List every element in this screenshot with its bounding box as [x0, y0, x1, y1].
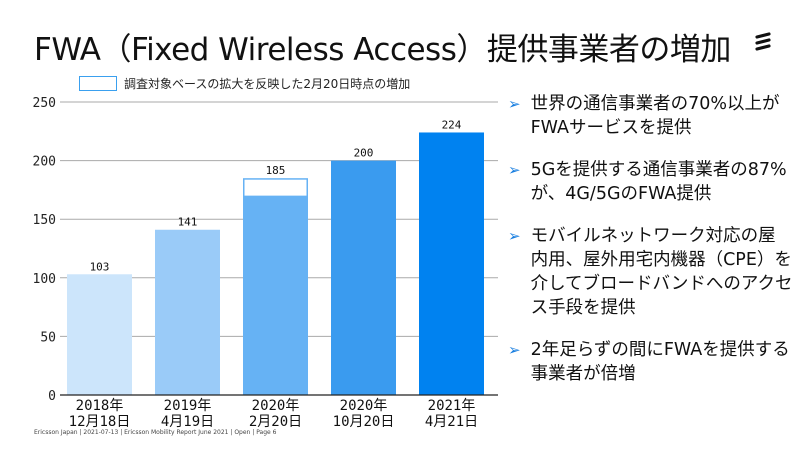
- x-tick-label: 2月20日: [249, 414, 302, 430]
- bullet-text: 5Gを提供する通信事業者の87%が、4G/5GのFWA提供: [530, 160, 787, 204]
- arrow-bullet-icon: ➢: [508, 95, 521, 113]
- chart-legend: 調査対象ベースの拡大を反映した2月20日時点の増加: [79, 75, 410, 92]
- bullet-text: モバイルネットワーク対応の屋内用、屋外用宅内機器（CPE）を介してブロードバンド…: [530, 226, 793, 318]
- x-tick-label: 4月19日: [161, 414, 214, 430]
- legend-swatch: [79, 76, 117, 91]
- data-label: 141: [178, 216, 198, 229]
- bullet-list: ➢ 世界の通信事業者の70%以上がFWAサービスを提供 ➢ 5Gを提供する通信事業者…: [508, 92, 793, 404]
- bullet-item: ➢ モバイルネットワーク対応の屋内用、屋外用宅内機器（CPE）を介してブロードバン…: [508, 224, 793, 320]
- data-label: 103: [90, 260, 110, 273]
- y-tick-label: 150: [33, 213, 56, 228]
- x-tick-label: 4月21日: [425, 414, 478, 430]
- y-tick-label: 250: [33, 96, 56, 111]
- arrow-bullet-icon: ➢: [508, 227, 521, 245]
- y-tick-label: 200: [33, 155, 56, 170]
- x-tick-label: 10月20日: [333, 414, 395, 430]
- bullet-item: ➢ 2年足らずの間にFWAを提供する事業者が倍増: [508, 338, 793, 386]
- footer: Ericsson Japan | 2021-07-13 | Ericsson M…: [34, 429, 277, 436]
- arrow-bullet-icon: ➢: [508, 161, 521, 179]
- x-tick-label: 2018年: [76, 398, 124, 414]
- page-title: FWA（Fixed Wireless Access）提供事業者の増加: [34, 32, 731, 68]
- data-label: 185: [266, 164, 286, 177]
- y-tick-label: 100: [33, 272, 56, 287]
- x-tick-label: 2020年: [340, 398, 388, 414]
- bar: [155, 229, 220, 395]
- bar: [243, 195, 308, 395]
- x-tick-label: 2019年: [164, 398, 212, 414]
- bar: [67, 274, 132, 395]
- arrow-bullet-icon: ➢: [508, 341, 521, 359]
- bullet-item: ➢ 世界の通信事業者の70%以上がFWAサービスを提供: [508, 92, 793, 140]
- x-tick-label: 2020年: [252, 398, 300, 414]
- x-tick-label: 12月18日: [69, 414, 131, 430]
- legend-label: 調査対象ベースの拡大を反映した2月20日時点の増加: [124, 77, 411, 91]
- bullet-item: ➢ 5Gを提供する通信事業者の87%が、4G/5GのFWA提供: [508, 158, 793, 206]
- bar: [419, 132, 484, 396]
- bar: [331, 160, 396, 395]
- y-tick-label: 50: [40, 330, 56, 345]
- x-tick-label: 2021年: [428, 398, 476, 414]
- data-label: 224: [442, 118, 462, 131]
- y-tick-label: 0: [48, 389, 56, 404]
- bar-scope-increase: [243, 178, 308, 198]
- ericsson-logo-icon: [755, 32, 771, 51]
- bullet-text: 世界の通信事業者の70%以上がFWAサービスを提供: [530, 94, 780, 138]
- data-label: 200: [354, 147, 374, 160]
- bullet-text: 2年足らずの間にFWAを提供する事業者が倍増: [530, 340, 790, 384]
